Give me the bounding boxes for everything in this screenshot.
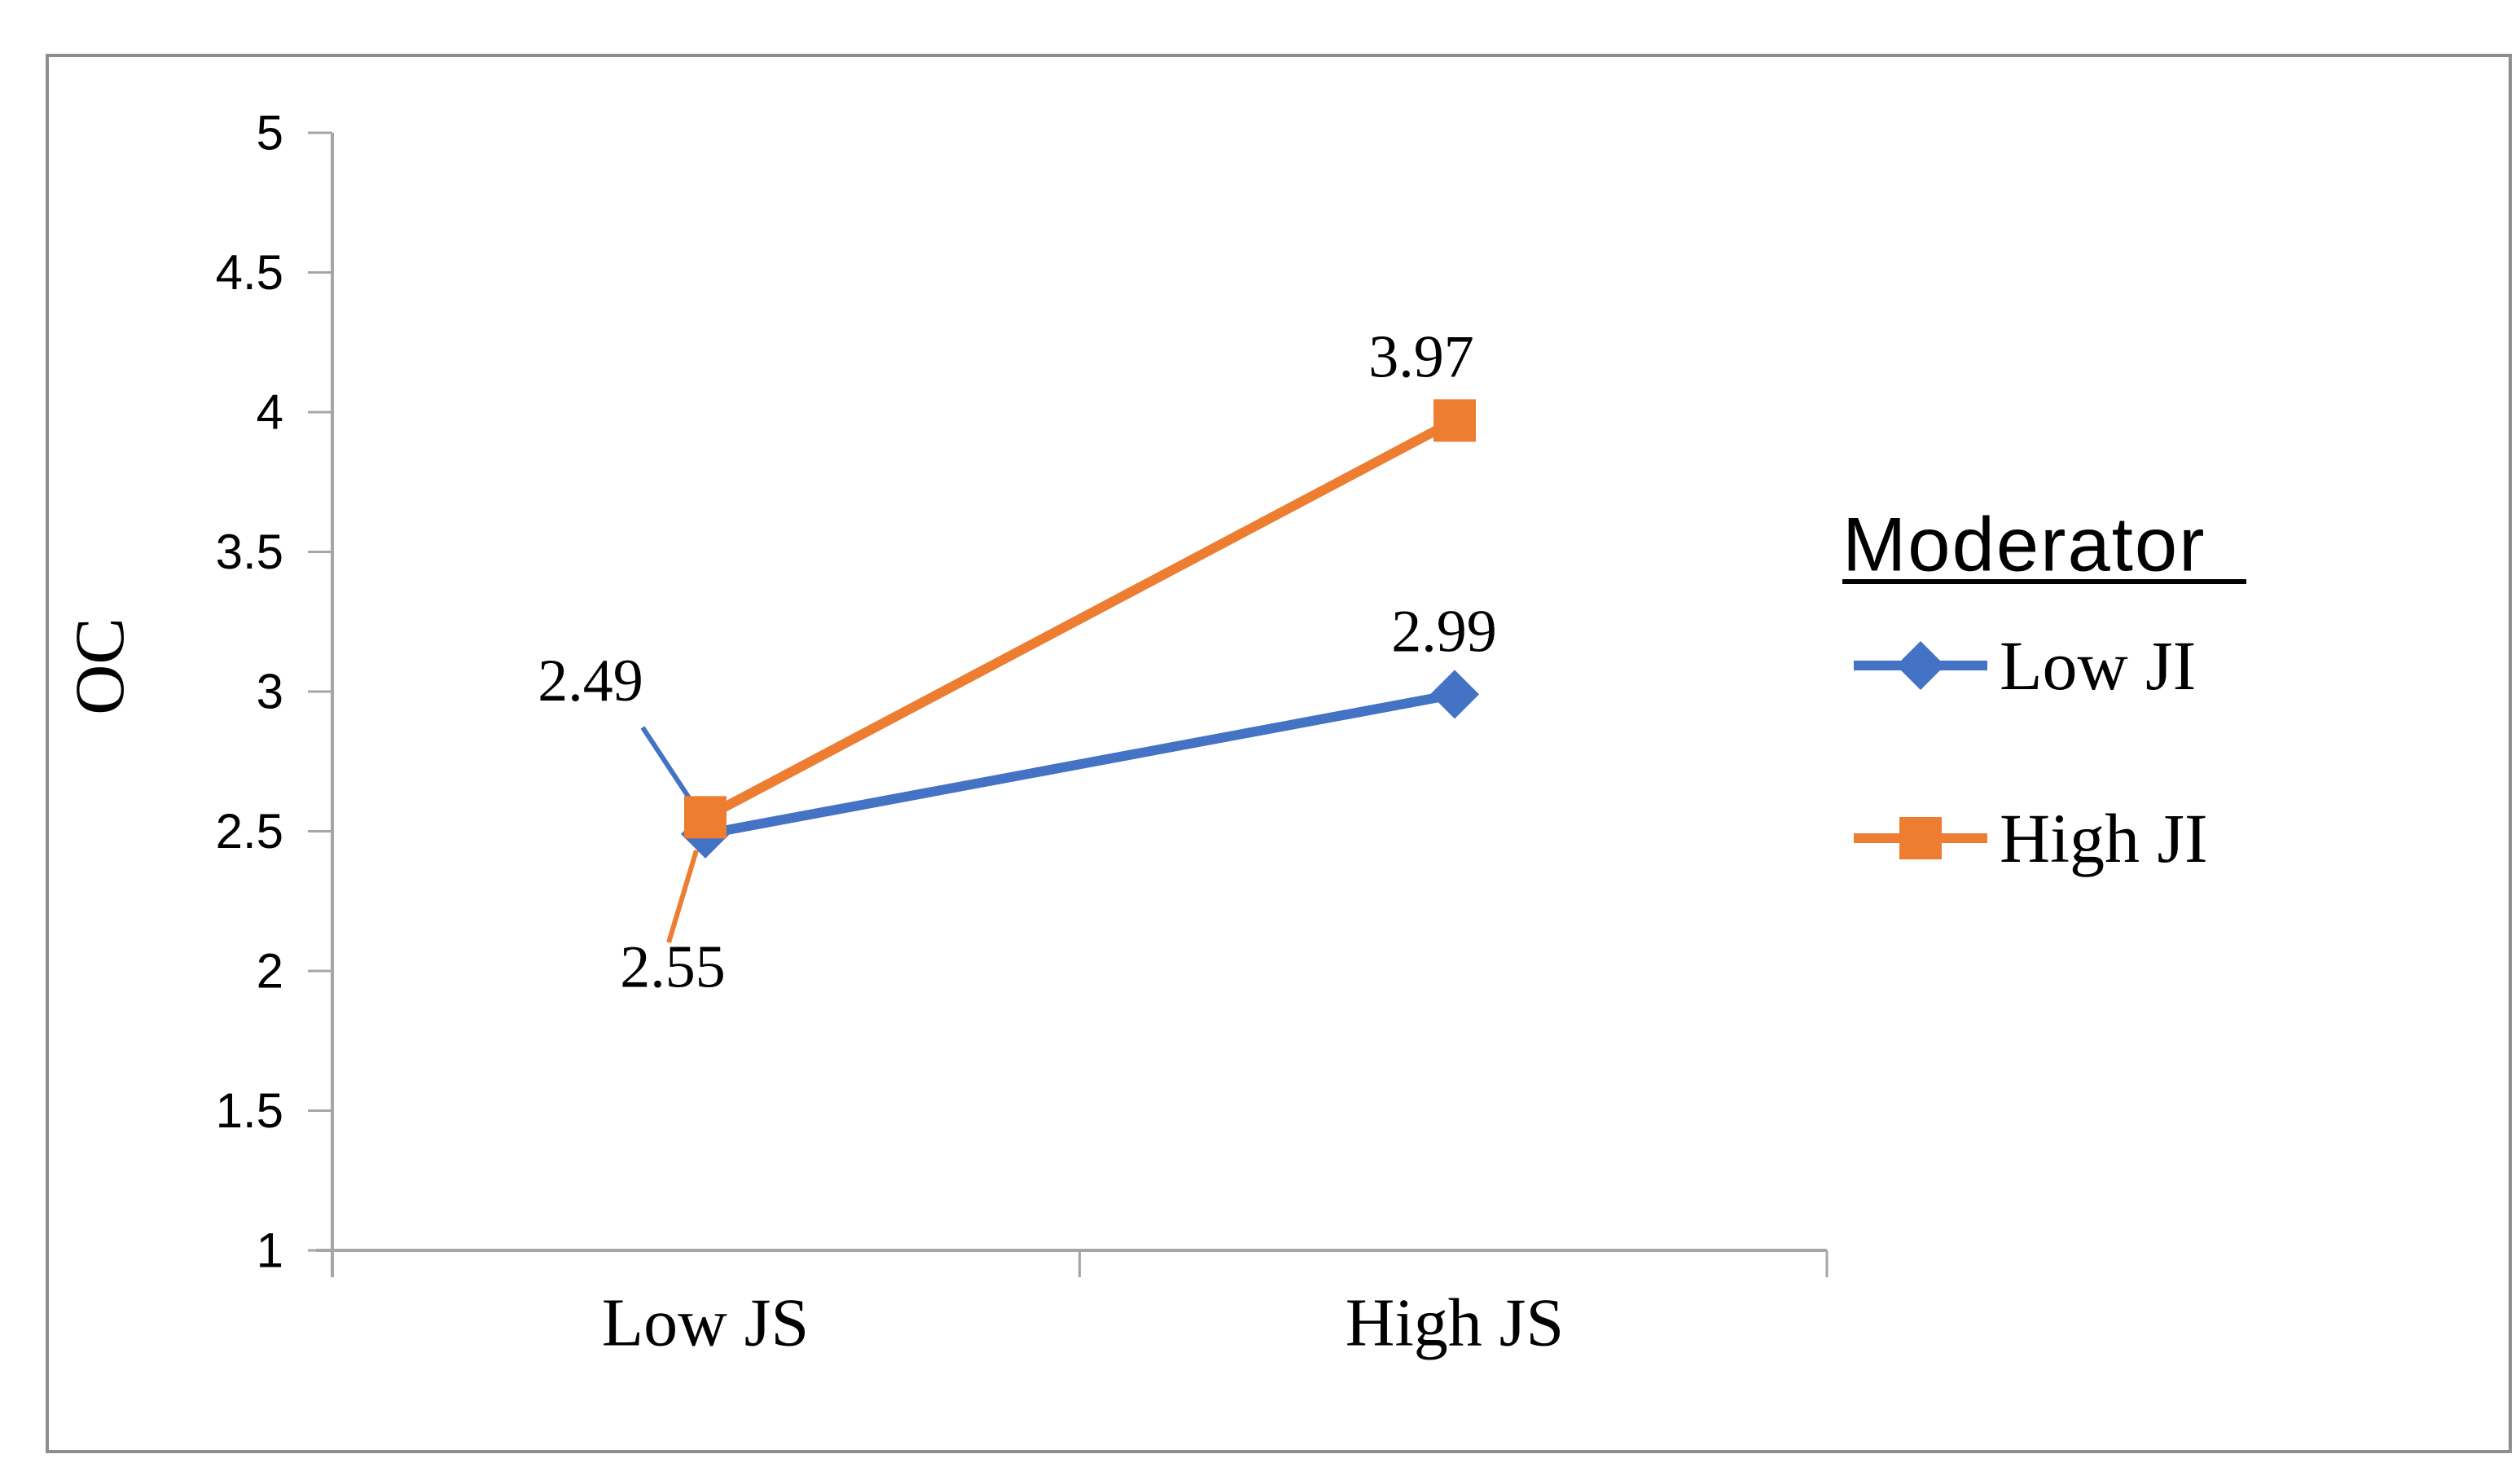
legend-entry-label: Low JI (2000, 626, 2196, 705)
legend-entry-label: High JI (2000, 799, 2208, 877)
y-tick-label: 3 (257, 665, 283, 719)
y-tick-label: 4 (257, 385, 283, 440)
y-axis-title: OC (60, 617, 138, 714)
legend: Moderator Low JI High JI (1842, 502, 2246, 877)
y-tick-label: 4.5 (216, 245, 283, 300)
square-marker-high-ji (1433, 399, 1476, 442)
diamond-marker-low-ji (1430, 670, 1479, 719)
data-label: 2.99 (1391, 598, 1497, 665)
legend-square-marker (1899, 817, 1942, 859)
data-label-leader-line (640, 726, 696, 806)
y-tick-label: 3.5 (216, 525, 283, 579)
x-axis-category-label: High JS (1346, 1285, 1564, 1361)
y-tick-label: 1 (257, 1223, 283, 1278)
figure-border (46, 54, 2512, 1453)
series-line-high-ji (703, 415, 1457, 822)
data-label-leader-line (666, 850, 699, 943)
legend-diamond-marker (1896, 641, 1945, 690)
y-tick-label: 2.5 (216, 804, 283, 859)
y-tick-label: 2 (257, 944, 283, 999)
plot-area: 5 4.5 4 3.5 3 2.5 2 1.5 1 Low JS High JS OC 2.49 2.99… (60, 106, 1829, 1361)
square-marker-high-ji (684, 796, 727, 839)
data-label: 2.49 (538, 648, 643, 714)
y-tick-label: 1.5 (216, 1083, 283, 1138)
legend-title: Moderator (1842, 502, 2206, 587)
series-line-low-ji (704, 689, 1456, 839)
x-axis-category-label: Low JS (602, 1285, 809, 1361)
data-label: 3.97 (1368, 323, 1474, 390)
y-tick-label: 5 (257, 106, 283, 160)
data-label: 2.55 (620, 933, 726, 1000)
